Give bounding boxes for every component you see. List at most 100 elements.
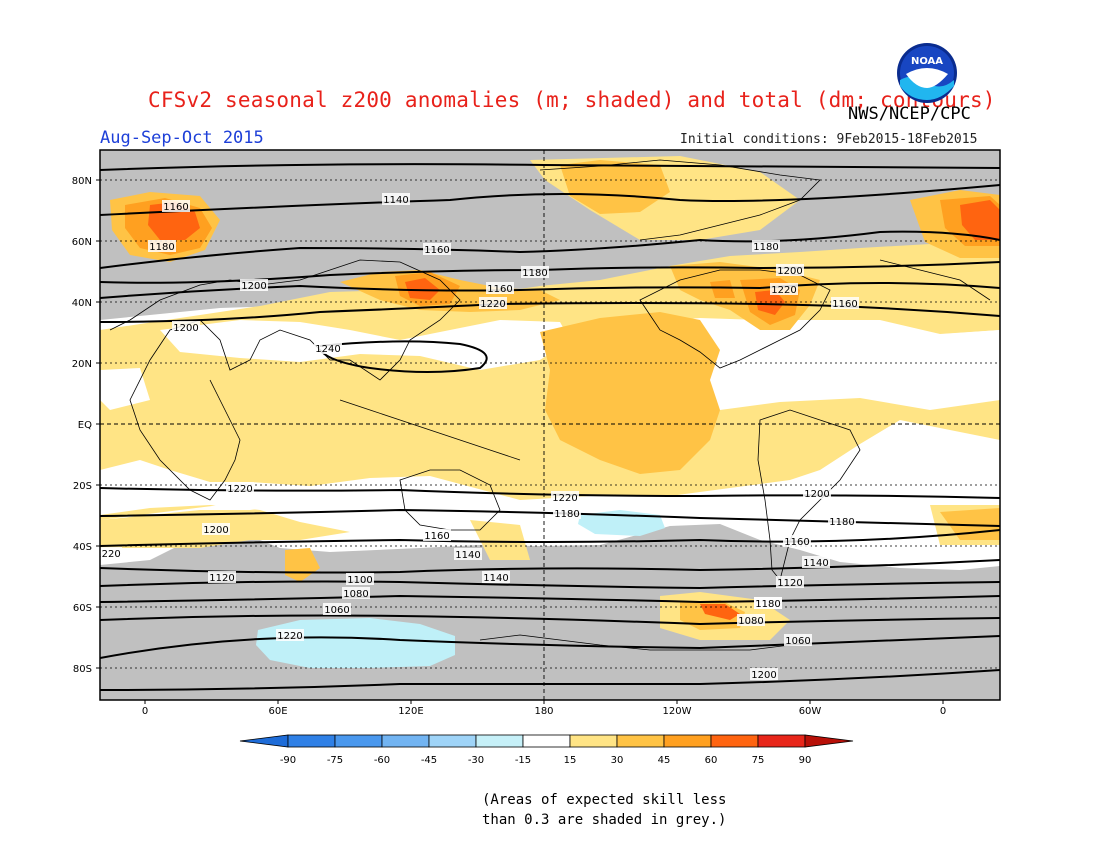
contour-label: 1180: [554, 509, 579, 520]
colorbar-tick: -15: [515, 755, 531, 766]
initial-conditions-label: Initial conditions: 9Feb2015-18Feb2015: [680, 132, 978, 147]
lat-label: 60N: [72, 237, 92, 248]
contour-label-bg: [776, 264, 804, 276]
contour-label: 1180: [755, 599, 780, 610]
colorbar-tick: 45: [658, 755, 671, 766]
contour-label: 1220: [277, 631, 302, 642]
contour-label: 1200: [777, 266, 802, 277]
contour-label-bg: [752, 240, 780, 252]
lat-label: EQ: [78, 420, 92, 431]
colorbar-swatch: [616, 734, 665, 748]
contour-label: 1180: [522, 268, 547, 279]
contour-label: 1200: [751, 670, 776, 681]
contour-label-bg: [454, 548, 482, 560]
axis-ticks: [96, 179, 944, 704]
agency-label: NWS/NCEP/CPC: [848, 104, 971, 124]
contour-label: 1140: [803, 558, 828, 569]
contour-label-bg: [423, 243, 451, 255]
contour-label-bg: [172, 321, 200, 333]
colorbar-swatch: [522, 734, 571, 748]
chart-title: CFSv2 seasonal z200 anomalies (m; shaded…: [148, 88, 996, 112]
contour-label: 1160: [424, 245, 449, 256]
colorbar-tick-labels: -90 -75 -60 -45 -30 -15 15 30 45 60 75 90: [280, 755, 812, 766]
colorbar-swatch: [287, 734, 336, 748]
contour-label-bg: [486, 282, 514, 294]
coastlines: [109, 159, 991, 651]
colorbar-tick: -90: [280, 755, 296, 766]
contour-label: 1160: [424, 531, 449, 542]
contour-label-bg: [208, 571, 236, 583]
colorbar-swatch: [428, 734, 477, 748]
lon-label: 0: [142, 706, 148, 717]
contour-label: 1100: [347, 575, 372, 586]
latitude-labels: 80N 60N 40N 20N EQ 20S 40S 60S 80S: [72, 176, 92, 675]
contour-label: 1140: [483, 573, 508, 584]
contour-label: 1160: [487, 284, 512, 295]
lat-label: 60S: [73, 603, 92, 614]
contour-label-bg: [784, 634, 812, 646]
period-label: Aug-Sep-Oct 2015: [100, 128, 264, 148]
contour-label: 1220: [95, 549, 120, 560]
contour-label: 1060: [785, 636, 810, 647]
contour-label: 1200: [804, 489, 829, 500]
contour-label-bg: [750, 668, 778, 680]
lat-label: 20N: [72, 359, 92, 370]
map-frame: [99, 149, 1001, 701]
colorbar-tick: -45: [421, 755, 437, 766]
contour-label: 1120: [777, 578, 802, 589]
contour-label-bg: [783, 535, 811, 547]
contour-label-bg: [342, 587, 370, 599]
contour-label: 1180: [149, 242, 174, 253]
colorbar-swatch: [663, 734, 712, 748]
colorbar-tick: 60: [705, 755, 718, 766]
lon-label: 0: [940, 706, 946, 717]
contour-label: 1160: [163, 202, 188, 213]
colorbar-tick: -60: [374, 755, 390, 766]
contour-label: 1220: [227, 484, 252, 495]
noaa-logo-text: NOAA: [911, 56, 943, 67]
colorbar-swatch: [381, 734, 430, 748]
contour-label: 1220: [771, 285, 796, 296]
contour-label-bg: [382, 193, 410, 205]
contour-label: 1080: [738, 616, 763, 627]
lon-label: 120E: [398, 706, 423, 717]
contour-label: 1160: [784, 537, 809, 548]
lat-label: 40S: [73, 542, 92, 553]
lat-label: 80N: [72, 176, 92, 187]
contour-label: 1060: [324, 605, 349, 616]
contour-label-group: 1140 1160 1180 1160 1200 1180 1160 1220 1200 1240…: [95, 193, 859, 681]
lon-label: 60W: [799, 706, 822, 717]
contour-label: 1220: [552, 493, 577, 504]
contour-label-bg: [100, 547, 122, 559]
contour-label: 1180: [753, 242, 778, 253]
contour-label-bg: [226, 482, 254, 494]
contour-label-bg: [803, 487, 831, 499]
longitude-labels: 0 60E 120E 180 120W 60W 0: [142, 706, 946, 717]
colorbar-tick: -75: [327, 755, 343, 766]
colorbar-tick: 90: [799, 755, 812, 766]
contour-label: 1240: [315, 344, 340, 355]
colorbar-tick: 30: [611, 755, 624, 766]
anomaly-field: 1140 1160 1180 1160 1200 1180 1160 1220 1200 1240…: [95, 150, 1000, 700]
skill-note-line1: (Areas of expected skill less: [482, 792, 727, 808]
colorbar-arrow-left: [239, 734, 289, 748]
colorbar-swatch: [757, 734, 806, 748]
contour-label-bg: [737, 614, 765, 626]
contour-label-bg: [828, 515, 856, 527]
lat-label: 40N: [72, 298, 92, 309]
colorbar-tick: 75: [752, 755, 765, 766]
colorbar-swatch: [334, 734, 383, 748]
contour-label: 1180: [829, 517, 854, 528]
colorbar: [239, 734, 854, 748]
contour-label-bg: [831, 297, 859, 309]
skill-note-line2: than 0.3 are shaded in grey.): [482, 812, 727, 828]
contour-label-bg: [162, 200, 190, 212]
colorbar-tick: -30: [468, 755, 484, 766]
anomaly-neutral: [100, 320, 1000, 520]
contour-label: 1140: [383, 195, 408, 206]
contour-label: 1220: [480, 299, 505, 310]
colorbar-swatch: [475, 734, 524, 748]
contour-label-bg: [770, 283, 798, 295]
contour-label-bg: [776, 576, 804, 588]
contour-label-bg: [521, 266, 549, 278]
